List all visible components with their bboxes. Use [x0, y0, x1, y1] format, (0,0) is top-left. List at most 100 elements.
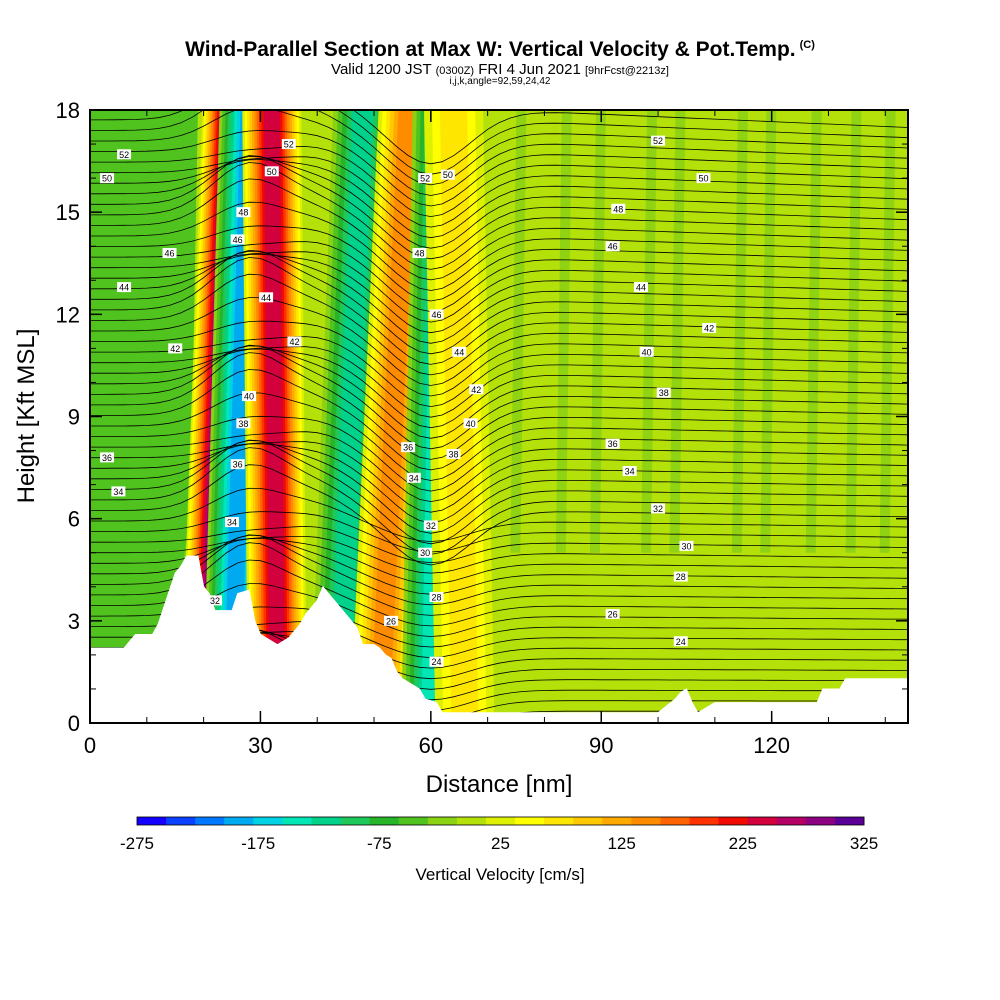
- weak-descent-streak: [510, 110, 527, 553]
- colorbar-swatch: [485, 817, 516, 825]
- pot-temp-line: [90, 346, 908, 418]
- pot-temp-line: [90, 110, 908, 186]
- weak-descent-streak: [669, 110, 686, 553]
- contour-label: 42: [704, 323, 714, 333]
- colorbar-swatch: [602, 817, 632, 825]
- colorbar-swatch: [340, 817, 371, 825]
- colorbar-swatch: [834, 817, 865, 825]
- contour-label-bg: [100, 173, 115, 184]
- y-tick-label: 15: [56, 200, 80, 225]
- colorbar-tick-label: -275: [120, 834, 154, 853]
- pot-temp-line: [90, 241, 908, 313]
- contour-label-bg: [673, 636, 688, 647]
- colorbar-swatch: [689, 817, 720, 825]
- colorbar-swatch: [427, 817, 458, 825]
- y-tick-label: 12: [56, 302, 80, 327]
- contour-label-bg: [634, 282, 649, 293]
- contour-label-bg: [281, 139, 296, 150]
- contour-label: 44: [261, 293, 271, 303]
- colorbar-swatch: [718, 817, 749, 825]
- colorbar-tick-label: 325: [850, 834, 878, 853]
- colorbar-tick-label: 125: [607, 834, 635, 853]
- contour-label: 48: [238, 208, 248, 218]
- contour-label-bg: [236, 418, 251, 429]
- contour-label: 40: [466, 419, 476, 429]
- colorbar-swatch: [747, 817, 778, 825]
- colorbar-swatch: [660, 817, 691, 825]
- contour-label: 40: [244, 392, 254, 402]
- contour-label-bg: [406, 472, 421, 483]
- contour-label: 30: [681, 541, 691, 551]
- contour-label-bg: [469, 384, 484, 395]
- pot-temp-line: [90, 464, 908, 566]
- pot-temp-line: [90, 156, 908, 249]
- valid-time: Valid 1200 JST: [331, 61, 432, 78]
- y-tick-label: 6: [68, 507, 80, 532]
- y-axis-title: Height [Kft MSL]: [13, 329, 40, 504]
- contour-label: 24: [432, 657, 442, 667]
- contour-label-bg: [168, 343, 183, 354]
- pot-temp-line: [90, 146, 908, 218]
- y-tick-label: 0: [68, 711, 80, 736]
- pot-temp-line: [90, 336, 908, 408]
- velocity-band-8: [424, 110, 495, 723]
- pot-temp-line: [90, 345, 908, 439]
- contour-label: 36: [403, 443, 413, 453]
- pot-temp-line: [90, 159, 908, 239]
- pot-temp-line: [90, 369, 908, 471]
- contour-label: 52: [653, 136, 663, 146]
- contour-label: 28: [432, 592, 442, 602]
- colorbar-tick-label: -75: [367, 834, 392, 853]
- contour-label-bg: [463, 418, 478, 429]
- contour-label: 34: [227, 518, 237, 528]
- colorbar-tick-label: 225: [729, 834, 757, 853]
- contour-label-bg: [639, 346, 654, 357]
- colorbar-swatch: [631, 817, 661, 825]
- pot-temp-line: [90, 130, 908, 207]
- contour-label-bg: [656, 387, 671, 398]
- y-tick-label: 18: [56, 98, 80, 123]
- contour-label-bg: [111, 486, 126, 497]
- copyright-mark: (C): [799, 39, 815, 51]
- valid-utc: (0300Z): [435, 65, 475, 77]
- pot-temp-line: [90, 110, 908, 175]
- x-tick-label: 0: [84, 733, 96, 758]
- y-tick-label: 9: [68, 405, 80, 430]
- contour-labels: 52 50 46 44 42 36 34 52 50 48 46 44 42 40 38 36 34 32 52 50…: [100, 135, 717, 667]
- contour-label-bg: [429, 591, 444, 602]
- contour-label-bg: [412, 248, 427, 259]
- pot-temp-line: [90, 441, 908, 513]
- contour-label: 38: [238, 419, 248, 429]
- contour-label-bg: [605, 438, 620, 449]
- colorbar-swatch: [253, 817, 283, 825]
- contour-label: 50: [443, 170, 453, 180]
- contour-label-bg: [605, 609, 620, 620]
- contour-label-bg: [384, 615, 399, 626]
- pot-temp-line: [90, 534, 908, 606]
- contour-label: 36: [608, 439, 618, 449]
- contour-label: 24: [676, 637, 686, 647]
- contour-label-bg: [418, 547, 433, 558]
- contour-label: 38: [659, 388, 669, 398]
- pot-temp-line: [90, 352, 908, 460]
- contour-label-bg: [440, 169, 455, 180]
- weak-descent-streak: [879, 110, 896, 553]
- contour-label: 36: [102, 453, 112, 463]
- contour-label-bg: [230, 234, 245, 245]
- contour-label: 40: [642, 347, 652, 357]
- contour-label: 46: [233, 235, 243, 245]
- x-tick-label: 120: [753, 733, 790, 758]
- colorbar-swatch: [456, 817, 487, 825]
- pot-temp-line: [90, 447, 908, 555]
- colorbar-swatch: [282, 817, 312, 825]
- grid-indices: i,j,k,angle=92,59,24,42: [449, 76, 551, 87]
- pot-temp-line: [90, 583, 908, 637]
- x-axis-title: Distance [nm]: [426, 771, 573, 798]
- pot-temp-line: [90, 542, 908, 616]
- contour-label-bg: [429, 309, 444, 320]
- contour-label: 42: [471, 385, 481, 395]
- contour-label: 42: [170, 344, 180, 354]
- contour-label-bg: [605, 241, 620, 252]
- weak-descent-streak: [845, 110, 862, 553]
